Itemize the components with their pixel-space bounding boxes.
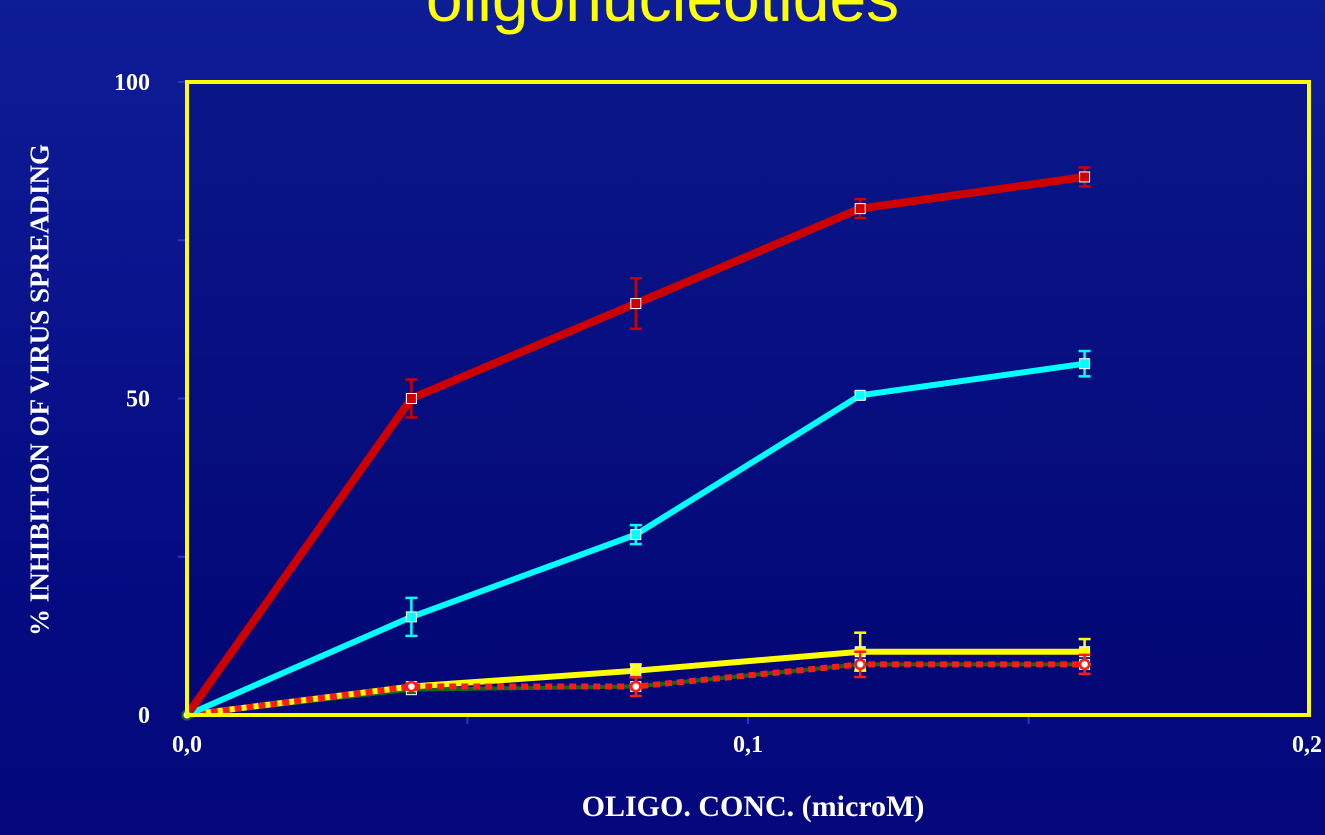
y-tick-label: 50 [126, 387, 150, 413]
data-point [630, 680, 642, 693]
x-tick-label: 0,2 [1292, 732, 1322, 758]
data-point [405, 393, 417, 404]
x-tick-label: 0,0 [172, 732, 202, 758]
x-axis-label: OLIGO. CONC. (microM) [581, 790, 925, 823]
data-point [854, 389, 866, 401]
data-point [1079, 171, 1091, 183]
plot-area [187, 82, 1309, 715]
data-point [630, 298, 642, 310]
y-tick-label: 100 [114, 70, 150, 96]
data-point [405, 680, 418, 693]
data-point [630, 529, 642, 541]
y-tick-label: 0 [138, 703, 150, 729]
plot-frame [185, 80, 1311, 717]
y-axis-label: % INHIBITION OF VIRUS SPREADING [24, 143, 55, 637]
series-1 [181, 166, 1091, 721]
data-point [1078, 658, 1091, 671]
data-point [854, 658, 866, 671]
data-point [1079, 358, 1091, 370]
data-point [854, 203, 866, 215]
slide-title: oligonucleotides [0, 0, 1325, 38]
data-point [630, 665, 642, 677]
data-point [405, 611, 417, 623]
x-tick-label: 0,1 [733, 732, 763, 758]
series-2 [181, 349, 1091, 721]
